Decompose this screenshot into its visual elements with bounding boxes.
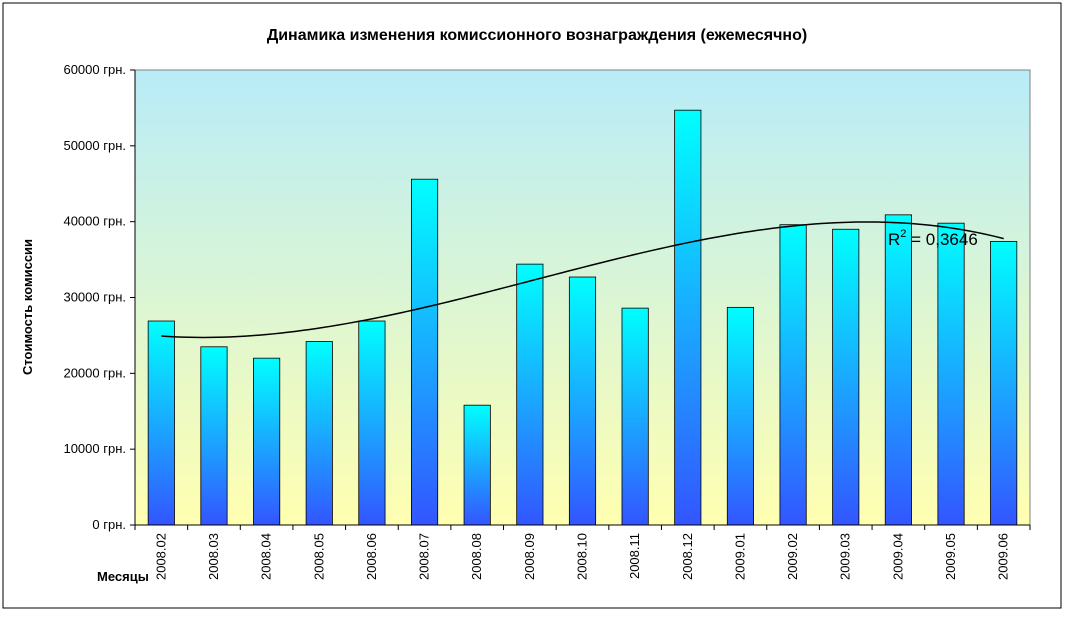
bar-2008.07 — [410, 178, 439, 526]
x-tick-label: 2009.05 — [943, 533, 958, 580]
bar-2009.04 — [884, 214, 912, 526]
bar-2009.05 — [937, 222, 965, 526]
x-tick-label: 2008.07 — [417, 533, 432, 580]
trendline — [161, 221, 1004, 339]
x-tick-label: 2008.12 — [680, 533, 695, 580]
x-tick-label: 2008.05 — [311, 533, 326, 580]
trendline-r2-label: R2 = 0,3646 — [888, 228, 978, 249]
x-tick-label: 2008.06 — [364, 533, 379, 580]
x-tick-label: 2008.03 — [206, 533, 221, 580]
y-tick-label: 0 грн. — [92, 517, 126, 532]
bar-2008.08 — [463, 404, 491, 526]
chart-title: Динамика изменения комиссионного вознагр… — [267, 27, 807, 44]
bar-2008.03 — [200, 346, 228, 526]
x-tick-label: 2009.02 — [785, 533, 800, 580]
x-tick-label: 2008.04 — [259, 533, 274, 580]
trendline-r2-sup: 2 — [900, 228, 906, 240]
bar-2008.10 — [568, 276, 597, 526]
y-tick-label: 50000 грн. — [63, 138, 126, 153]
y-tick-label: 20000 грн. — [63, 365, 126, 380]
x-axis: 2008.02 2008.03 2008.04 2008.05 2008.06 2008.… — [134, 524, 1031, 580]
bar-2008.04 — [253, 357, 281, 526]
bar-2008.05 — [305, 341, 333, 526]
bar-2008.06 — [358, 320, 386, 526]
x-tick-label: 2009.01 — [732, 533, 747, 580]
x-tick-label: 2008.09 — [522, 533, 537, 580]
bar-2009.02 — [779, 224, 807, 526]
y-axis-label: Стоимость комиссии — [20, 239, 35, 375]
y-axis: 0 грн. 10000 грн. 20000 грн. 30000 грн. 4000… — [63, 62, 136, 532]
x-tick-label: 2008.11 — [627, 533, 642, 579]
x-axis-label: Месяцы — [97, 569, 149, 584]
x-tick-label: 2009.06 — [996, 533, 1011, 580]
x-tick-label: 2009.03 — [838, 533, 853, 580]
bars — [147, 109, 1018, 526]
x-tick-label: 2008.02 — [153, 533, 168, 580]
bar-2008.09 — [516, 263, 544, 526]
x-tick-label: 2009.04 — [890, 533, 905, 580]
y-tick-label: 40000 грн. — [63, 214, 126, 229]
bar-2008.12 — [674, 109, 702, 526]
y-tick-label: 60000 грн. — [63, 62, 126, 77]
x-tick-label: 2008.10 — [575, 533, 590, 580]
y-tick-label: 10000 грн. — [63, 441, 126, 456]
bar-2009.01 — [726, 306, 755, 526]
bar-2008.02 — [147, 320, 175, 526]
bar-2009.03 — [832, 228, 860, 526]
x-tick-label: 2008.08 — [469, 533, 484, 580]
bar-2008.11 — [621, 307, 649, 526]
bar-2009.06 — [990, 240, 1018, 526]
y-tick-label: 30000 грн. — [63, 290, 126, 305]
